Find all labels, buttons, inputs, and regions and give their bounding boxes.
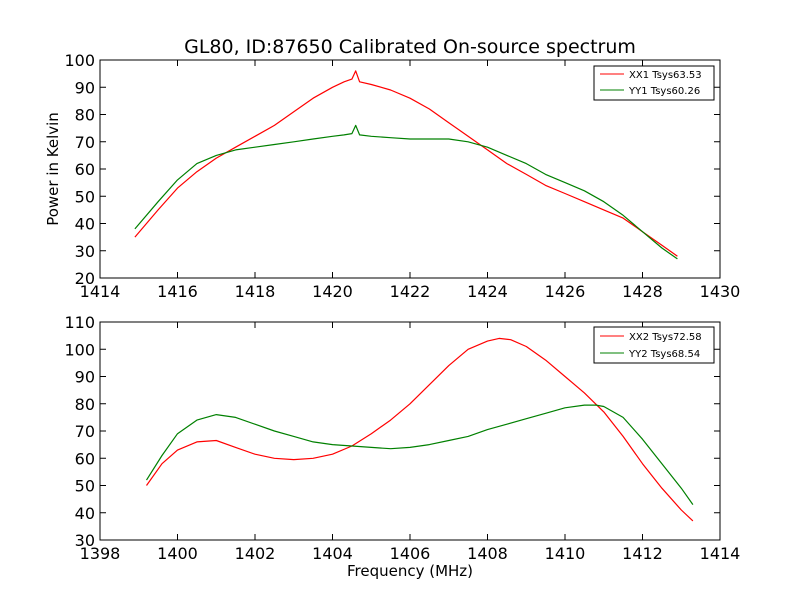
plot2-xtick-label: 1408 (467, 544, 508, 563)
bottom-legend-box (593, 326, 715, 364)
plot1-ytick-label: 80 (75, 106, 95, 125)
plot2-ytick-label: 50 (75, 477, 95, 496)
plot1-series-line-2 (134, 124, 678, 260)
plot2-ytick-label: 40 (75, 504, 95, 523)
plot2-xtick-label: 1412 (622, 544, 663, 563)
plot1-ytick-label: 90 (75, 78, 95, 97)
plot1-xtick-label: 1424 (467, 282, 508, 301)
bottom-plot-xlabel: Frequency (MHz) (347, 562, 473, 580)
top-legend-label-yy1: YY1 Tsys60.26 (628, 86, 700, 97)
plot1-xtick-label: 1414 (80, 282, 121, 301)
plot1-ytick-label: 20 (75, 269, 95, 288)
plot2-xtick-label: 1410 (545, 544, 586, 563)
bottom-legend-label-xx2: XX2 Tsys72.58 (629, 332, 702, 343)
plot1-xtick-label: 1428 (622, 282, 663, 301)
bottom-plot-ticks: 1398 1400 1402 1404 1406 1408 1410 1412 1414 30 40… (64, 313, 740, 563)
top-legend-label-xx1: XX1 Tsys63.53 (629, 70, 702, 81)
plot2-series-line-2 (145, 404, 694, 505)
plot2-ytick-label: 100 (64, 340, 95, 359)
top-plot: 1414 1416 1418 1420 1422 1424 1426 1428 1430 20 30… (44, 51, 740, 301)
plot2-ytick-label: 110 (64, 313, 95, 332)
bottom-plot: 1398 1400 1402 1404 1406 1408 1410 1412 1414 30 40… (64, 313, 740, 580)
plot1-xtick-label: 1416 (157, 282, 198, 301)
plot1-xtick-label: 1430 (700, 282, 741, 301)
plot2-ytick-label: 80 (75, 395, 95, 414)
top-plot-ylabel: Power in Kelvin (44, 112, 62, 226)
plot1-xtick-label: 1426 (545, 282, 586, 301)
plot1-ytick-label: 100 (64, 51, 95, 70)
chart-title: GL80, ID:87650 Calibrated On-source spec… (184, 36, 636, 58)
plot2-xtick-label: 1398 (80, 544, 121, 563)
top-plot-legend: XX1 Tsys63.53 YY1 Tsys60.26 (593, 65, 715, 101)
plot2-ytick-label: 70 (75, 422, 95, 441)
top-legend-box (593, 65, 715, 101)
plot2-ytick-label: 90 (75, 368, 95, 387)
plot2-xtick-label: 1402 (235, 544, 276, 563)
plot2-xtick-label: 1404 (312, 544, 353, 563)
plot2-ytick-label: 30 (75, 531, 95, 550)
bottom-legend-label-yy2: YY2 Tsys68.54 (628, 349, 700, 360)
plot1-ytick-label: 60 (75, 160, 95, 179)
plot1-ytick-label: 50 (75, 187, 95, 206)
plot1-ytick-label: 70 (75, 133, 95, 152)
plot1-ytick-label: 30 (75, 242, 95, 261)
plot2-xtick-label: 1406 (390, 544, 431, 563)
plot2-ytick-label: 60 (75, 449, 95, 468)
plot2-xtick-label: 1400 (157, 544, 198, 563)
plot1-xtick-label: 1420 (312, 282, 353, 301)
plot1-ytick-label: 40 (75, 215, 95, 234)
top-plot-ticks: 1414 1416 1418 1420 1422 1424 1426 1428 1430 20 30… (64, 51, 740, 301)
bottom-plot-legend: XX2 Tsys72.58 YY2 Tsys68.54 (593, 326, 715, 364)
plot1-series-line-1 (134, 70, 678, 257)
bottom-plot-series (145, 337, 694, 522)
plot1-xtick-label: 1422 (390, 282, 431, 301)
top-plot-series (134, 70, 678, 260)
plot2-series-line-1 (146, 337, 694, 522)
plot1-xtick-label: 1418 (235, 282, 276, 301)
plot2-xtick-label: 1414 (700, 544, 741, 563)
